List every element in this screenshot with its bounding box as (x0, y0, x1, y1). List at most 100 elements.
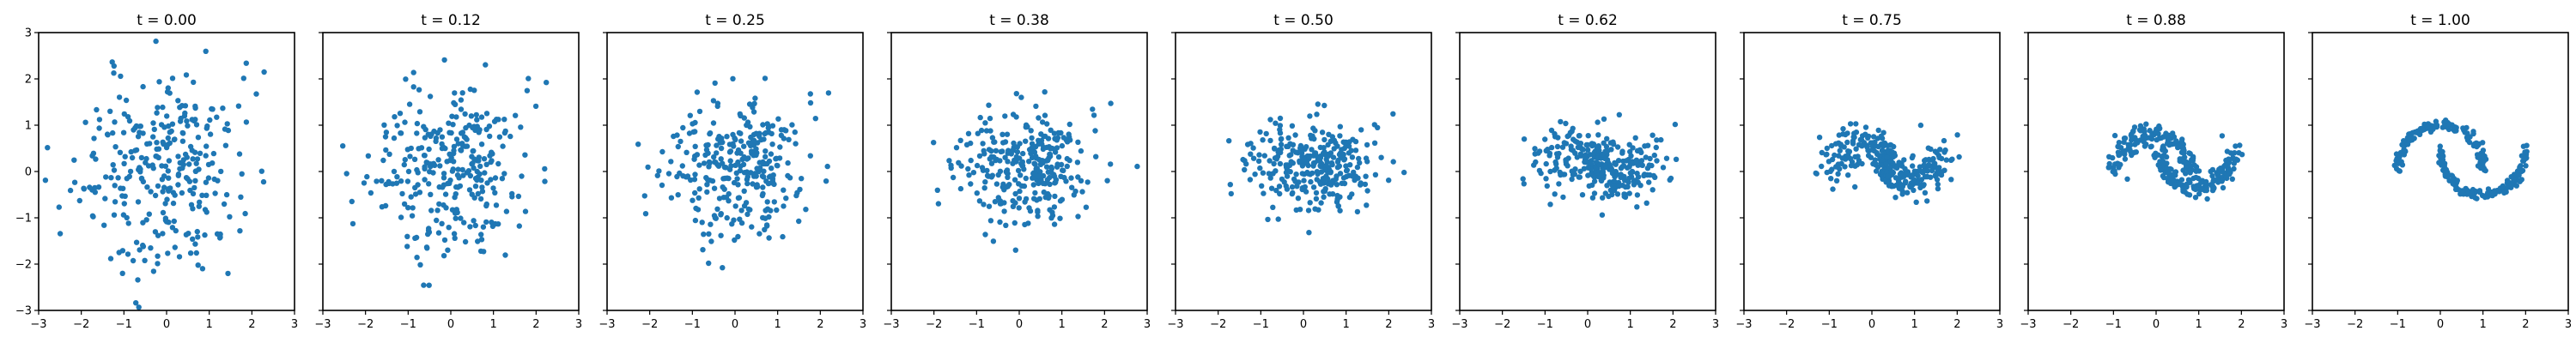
data-point (1318, 200, 1324, 206)
data-point (242, 210, 248, 217)
data-point (544, 80, 550, 86)
data-point (2221, 163, 2227, 169)
data-point (953, 145, 960, 151)
data-point (187, 143, 194, 150)
data-point (1586, 183, 1592, 190)
data-point (1846, 148, 1853, 154)
data-point (707, 178, 714, 184)
data-point (1877, 153, 1883, 159)
data-point (1862, 131, 1868, 137)
data-point (1075, 139, 1081, 145)
data-point (426, 181, 432, 187)
data-point (2146, 135, 2153, 141)
data-point (1299, 163, 1306, 169)
data-point (2459, 188, 2466, 195)
x-tick-label: 0 (1300, 318, 1307, 331)
data-point (2231, 165, 2237, 172)
data-point (769, 130, 775, 137)
data-point (119, 270, 125, 276)
data-point (759, 173, 766, 179)
data-point (755, 140, 761, 146)
data-point (2433, 118, 2439, 124)
data-point (1520, 176, 1526, 182)
data-point (340, 143, 346, 149)
scatter-points (1226, 101, 1407, 236)
data-point (1042, 112, 1048, 118)
data-point (767, 173, 774, 179)
data-point (117, 149, 124, 155)
data-point (467, 86, 473, 93)
data-point (435, 157, 441, 163)
data-point (1270, 171, 1276, 177)
data-point (204, 209, 210, 215)
data-point (1012, 177, 1018, 183)
data-point (2122, 156, 2129, 162)
data-point (712, 80, 718, 87)
data-point (1828, 176, 1834, 182)
data-point (76, 197, 83, 204)
data-point (2191, 162, 2197, 168)
data-point (204, 192, 210, 198)
data-point (152, 192, 159, 199)
data-point (1341, 157, 1347, 163)
data-point (986, 203, 993, 209)
data-point (1814, 171, 1820, 177)
data-point (1093, 153, 1099, 159)
data-point (732, 136, 738, 143)
data-point (948, 162, 954, 168)
data-point (437, 163, 443, 169)
data-point (449, 168, 456, 174)
data-point (422, 153, 428, 159)
data-point (2114, 161, 2120, 167)
data-point (2165, 135, 2172, 142)
data-point (1054, 145, 1060, 151)
data-point (532, 103, 539, 110)
data-point (111, 212, 118, 218)
data-point (1924, 168, 1930, 174)
data-point (1521, 136, 1528, 142)
data-point (760, 184, 766, 190)
data-point (793, 192, 799, 199)
data-point (1303, 144, 1309, 150)
data-point (735, 159, 741, 165)
data-point (759, 192, 766, 199)
data-point (1336, 152, 1343, 158)
data-point (1023, 175, 1030, 182)
data-point (435, 230, 442, 236)
axes-frame (2312, 32, 2569, 311)
data-point (1571, 171, 1578, 178)
data-point (57, 231, 64, 237)
data-point (976, 153, 983, 159)
data-point (67, 187, 74, 194)
data-point (422, 135, 428, 141)
x-tick-label: −2 (73, 318, 89, 331)
data-point (190, 236, 196, 242)
data-point (753, 130, 759, 136)
data-point (1018, 172, 1024, 178)
data-point (732, 203, 738, 209)
data-point (1334, 182, 1340, 188)
data-point (1582, 153, 1588, 159)
data-point (2137, 123, 2144, 129)
data-point (1363, 155, 1370, 161)
data-point (1371, 140, 1378, 146)
data-point (635, 141, 641, 147)
data-point (196, 166, 202, 172)
data-point (956, 159, 962, 165)
data-point (1307, 200, 1313, 206)
data-point (812, 116, 818, 122)
data-point (472, 184, 479, 190)
data-point (2183, 171, 2189, 177)
data-point (2224, 148, 2231, 154)
data-point (1542, 136, 1548, 142)
data-point (343, 171, 349, 177)
data-point (165, 123, 172, 129)
data-point (2476, 188, 2483, 194)
data-point (738, 163, 744, 170)
data-point (1036, 115, 1042, 121)
data-point (1552, 167, 1558, 173)
data-point (1837, 147, 1843, 153)
data-point (1923, 157, 1929, 163)
data-point (1011, 140, 1017, 147)
data-point (1559, 144, 1566, 150)
